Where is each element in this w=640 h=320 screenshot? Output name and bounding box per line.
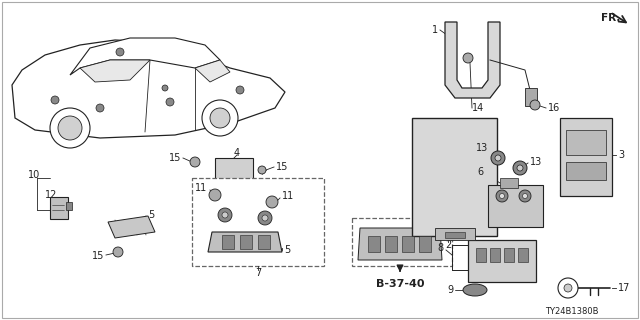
Text: 12: 12 bbox=[45, 190, 58, 200]
Bar bbox=[490, 248, 500, 262]
Ellipse shape bbox=[463, 284, 487, 296]
Bar bbox=[525, 88, 537, 106]
Text: B-37-40: B-37-40 bbox=[376, 279, 424, 289]
Bar bbox=[50, 197, 68, 219]
Text: 13: 13 bbox=[476, 143, 488, 153]
Circle shape bbox=[491, 151, 505, 165]
Circle shape bbox=[218, 208, 232, 222]
Bar bbox=[368, 236, 380, 252]
Bar bbox=[213, 182, 221, 187]
Bar bbox=[215, 158, 253, 186]
Text: 10: 10 bbox=[28, 170, 40, 180]
Circle shape bbox=[496, 190, 508, 202]
Circle shape bbox=[96, 104, 104, 112]
Bar bbox=[504, 248, 514, 262]
Text: 7: 7 bbox=[255, 268, 261, 278]
Circle shape bbox=[266, 196, 278, 208]
Bar bbox=[560, 118, 612, 196]
Bar bbox=[476, 248, 486, 262]
Polygon shape bbox=[195, 60, 230, 82]
Text: 15: 15 bbox=[92, 251, 104, 261]
Circle shape bbox=[116, 48, 124, 56]
Bar bbox=[500, 178, 518, 188]
Circle shape bbox=[58, 116, 82, 140]
Circle shape bbox=[202, 100, 238, 136]
Polygon shape bbox=[108, 216, 155, 238]
Text: 14: 14 bbox=[472, 103, 484, 113]
Circle shape bbox=[564, 284, 572, 292]
Text: 4: 4 bbox=[234, 148, 240, 158]
Bar bbox=[566, 130, 606, 155]
Text: 2: 2 bbox=[445, 240, 451, 250]
Bar bbox=[566, 162, 606, 180]
Text: 11: 11 bbox=[282, 191, 294, 201]
Bar bbox=[435, 228, 475, 240]
Polygon shape bbox=[358, 228, 442, 260]
Bar bbox=[412, 118, 497, 236]
Text: TY24B1380B: TY24B1380B bbox=[545, 308, 599, 316]
Polygon shape bbox=[208, 232, 282, 252]
Text: 15: 15 bbox=[276, 162, 289, 172]
Circle shape bbox=[113, 247, 123, 257]
Text: 8: 8 bbox=[438, 243, 444, 253]
Circle shape bbox=[210, 108, 230, 128]
Circle shape bbox=[463, 53, 473, 63]
Text: 5: 5 bbox=[148, 210, 154, 220]
Text: 11: 11 bbox=[195, 183, 207, 193]
Bar bbox=[240, 235, 252, 249]
Circle shape bbox=[495, 155, 501, 161]
Circle shape bbox=[519, 190, 531, 202]
Polygon shape bbox=[80, 60, 150, 82]
Bar bbox=[488, 185, 543, 227]
Text: 17: 17 bbox=[618, 283, 630, 293]
Bar bbox=[352, 218, 452, 266]
Text: 6: 6 bbox=[478, 167, 484, 177]
Polygon shape bbox=[12, 40, 285, 138]
Text: 16: 16 bbox=[548, 103, 560, 113]
Bar bbox=[66, 202, 72, 210]
Text: 15: 15 bbox=[168, 153, 181, 163]
Circle shape bbox=[522, 194, 527, 198]
Circle shape bbox=[262, 215, 268, 221]
Bar bbox=[419, 236, 431, 252]
Circle shape bbox=[222, 212, 228, 218]
Circle shape bbox=[50, 108, 90, 148]
Circle shape bbox=[530, 100, 540, 110]
Bar bbox=[402, 236, 414, 252]
Text: 13: 13 bbox=[530, 157, 542, 167]
Circle shape bbox=[209, 189, 221, 201]
Polygon shape bbox=[445, 22, 500, 98]
Circle shape bbox=[190, 157, 200, 167]
Circle shape bbox=[513, 161, 527, 175]
Text: 1: 1 bbox=[432, 25, 438, 35]
Circle shape bbox=[236, 86, 244, 94]
Text: 3: 3 bbox=[618, 150, 624, 160]
Text: 5: 5 bbox=[284, 245, 291, 255]
Bar bbox=[445, 232, 465, 238]
Bar bbox=[192, 178, 324, 266]
Circle shape bbox=[558, 278, 578, 298]
Text: 9: 9 bbox=[447, 285, 453, 295]
Circle shape bbox=[499, 194, 504, 198]
Bar bbox=[222, 235, 234, 249]
Circle shape bbox=[258, 166, 266, 174]
Circle shape bbox=[51, 96, 59, 104]
Bar bbox=[245, 182, 253, 187]
Bar bbox=[258, 235, 270, 249]
Circle shape bbox=[162, 85, 168, 91]
Polygon shape bbox=[70, 38, 220, 75]
Circle shape bbox=[517, 165, 523, 171]
Bar bbox=[385, 236, 397, 252]
Bar bbox=[518, 248, 528, 262]
Circle shape bbox=[166, 98, 174, 106]
Circle shape bbox=[258, 211, 272, 225]
Text: FR.: FR. bbox=[601, 13, 620, 23]
Bar bbox=[468, 240, 536, 282]
